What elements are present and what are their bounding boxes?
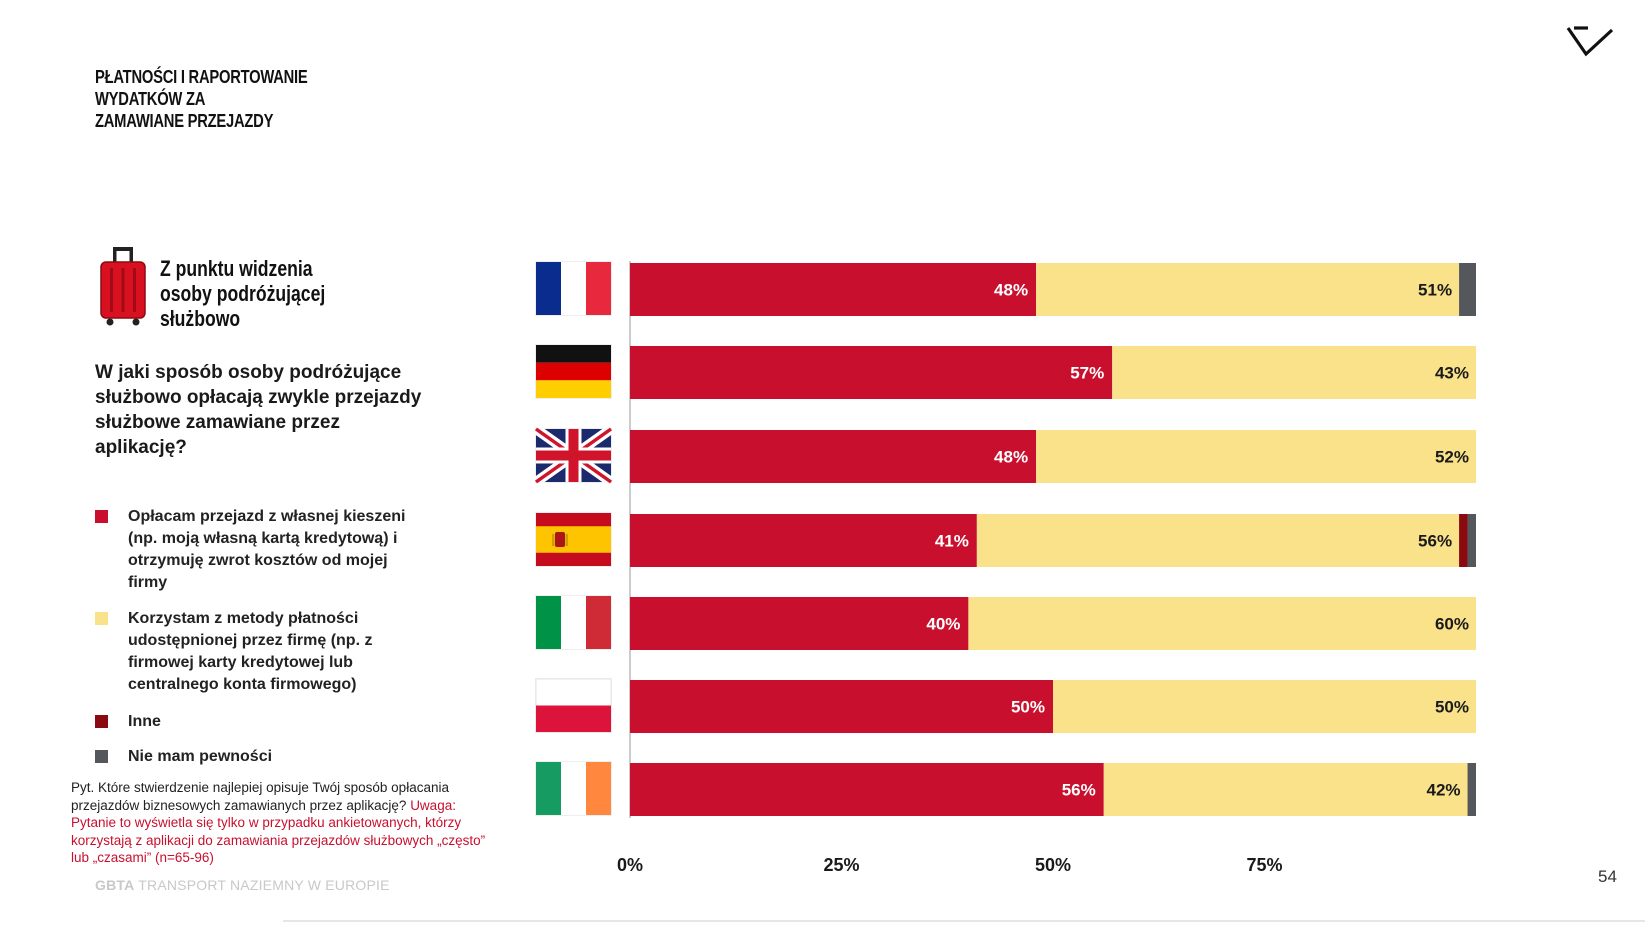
ticks-layer: 0% 25% 50% 75%	[617, 855, 1283, 875]
bar-segment-uk-0	[630, 430, 1037, 483]
bar-segment-germany-1	[1112, 346, 1476, 399]
suitcase-icon	[100, 247, 146, 326]
persona-line-2: osoby podróżującej	[160, 281, 326, 306]
bar-segment-italy-1	[968, 597, 1476, 650]
legend-item-not-sure: Nie mam pewności	[95, 746, 415, 768]
data-label-germany-0: 57%	[1070, 364, 1104, 383]
legend-item-own-pocket: Opłacam przejazd z własnej kieszeni (np.…	[95, 506, 415, 594]
legend-swatch	[95, 612, 108, 625]
data-label-uk-0: 48%	[994, 448, 1028, 467]
data-label-spain-1: 56%	[1418, 532, 1452, 551]
data-label-france-0: 48%	[994, 281, 1028, 300]
bar-segment-ireland-3	[1467, 763, 1476, 816]
bar-segment-ireland-0	[630, 763, 1104, 816]
bar-segment-italy-0	[630, 597, 969, 650]
bar-segment-spain-3	[1467, 514, 1476, 567]
bar-segment-france-3	[1459, 263, 1476, 316]
legend-item-company-payment: Korzystam z metody płatności udostępnion…	[95, 608, 415, 696]
data-label-ireland-1: 42%	[1427, 781, 1461, 800]
bar-segment-spain-0	[630, 514, 977, 567]
data-label-spain-0: 41%	[935, 532, 969, 551]
page-number: 54	[1598, 867, 1617, 886]
bar-segment-france-0	[630, 263, 1037, 316]
footer-brand-bold: GBTA	[95, 877, 135, 893]
persona-line-3: służbowo	[160, 306, 241, 331]
ireland-flag-icon	[535, 761, 612, 816]
page-title: PŁATNOŚCI I RAPORTOWANIE WYDATKÓW ZA ZAM…	[95, 66, 390, 132]
data-label-ireland-0: 56%	[1062, 781, 1096, 800]
legend-swatch	[95, 715, 108, 728]
data-label-germany-1: 43%	[1435, 364, 1469, 383]
legend-item-other: Inne	[95, 711, 415, 733]
data-label-poland-1: 50%	[1435, 698, 1469, 717]
bottom-divider	[283, 920, 1645, 922]
bar-segment-poland-1	[1053, 680, 1476, 733]
bar-segment-poland-0	[630, 680, 1053, 733]
footnote-question: Pyt. Które stwierdzenie najlepiej opisuj…	[71, 780, 449, 813]
data-label-italy-1: 60%	[1435, 615, 1469, 634]
footnote: Pyt. Które stwierdzenie najlepiej opisuj…	[71, 779, 491, 867]
footnote-note: Uwaga: Pytanie to wyświetla się tylko w …	[71, 797, 486, 866]
bar-segment-uk-1	[1036, 430, 1476, 483]
data-label-uk-1: 52%	[1435, 448, 1469, 467]
bar-segment-spain-1	[976, 514, 1460, 567]
bars-layer: 48% 51% 57% 43% 48% 52% 41% 56% 40% 60% 50% 50% 56% 4…	[629, 261, 1476, 818]
bar-segment-germany-0	[630, 346, 1113, 399]
legend-label: Nie mam pewności	[128, 748, 273, 765]
page-title-line-1: PŁATNOŚCI I RAPORTOWANIE WYDATKÓW ZA	[95, 67, 308, 109]
legend-label: Inne	[128, 713, 161, 730]
tick-label-25: 25%	[823, 855, 859, 875]
brand-logo-icon	[1566, 26, 1614, 57]
flags-layer	[533, 261, 614, 816]
data-label-france-1: 51%	[1418, 281, 1452, 300]
spain-flag-icon	[535, 512, 612, 567]
france-flag-icon	[535, 261, 612, 316]
data-label-italy-0: 40%	[926, 615, 960, 634]
page-title-line-2: ZAMAWIANE PRZEJAZDY	[95, 111, 274, 131]
germany-flag-icon	[535, 344, 612, 399]
legend-swatch	[95, 750, 108, 763]
legend-swatch	[95, 510, 108, 523]
tick-label-50: 50%	[1035, 855, 1071, 875]
persona-heading: Z punktu widzenia osoby podróżującej słu…	[160, 256, 336, 331]
tick-label-0: 0%	[617, 855, 643, 875]
data-label-poland-0: 50%	[1011, 698, 1045, 717]
italy-flag-icon	[535, 595, 612, 650]
footer-brand-text: TRANSPORT NAZIEMNY W EUROPIE	[134, 877, 390, 893]
bar-segment-france-1	[1036, 263, 1460, 316]
footer-brand: GBTA TRANSPORT NAZIEMNY W EUROPIE	[95, 877, 390, 893]
persona-line-1: Z punktu widzenia	[160, 256, 313, 281]
poland-flag-icon	[535, 678, 612, 733]
survey-question: W jaki sposób osoby podróżujące służbowo…	[95, 362, 422, 458]
bar-segment-spain-2	[1459, 514, 1468, 567]
uk-flag-icon	[533, 424, 614, 487]
tick-label-75: 75%	[1246, 855, 1282, 875]
legend-label: Opłacam przejazd z własnej kieszeni (np.…	[128, 508, 406, 591]
legend-label: Korzystam z metody płatności udostępnion…	[128, 610, 373, 693]
bar-segment-ireland-1	[1103, 763, 1468, 816]
